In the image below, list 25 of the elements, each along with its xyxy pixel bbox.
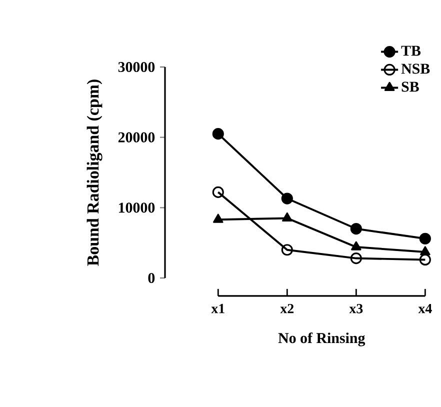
x-tick-label: x2 bbox=[280, 304, 294, 314]
y-tick-label: 30000 bbox=[118, 62, 155, 72]
legend-label: NSB bbox=[401, 64, 430, 74]
legend-label: TB bbox=[401, 46, 421, 56]
point bbox=[419, 232, 431, 244]
x-tick-label: x3 bbox=[349, 304, 363, 314]
x-tick-label: x4 bbox=[418, 304, 432, 314]
point bbox=[282, 212, 292, 222]
point bbox=[281, 244, 293, 256]
y-tick-label: 20000 bbox=[118, 132, 155, 142]
point bbox=[419, 254, 431, 266]
x-axis-title: No of Rinsing bbox=[278, 332, 366, 346]
y-tick-label: 10000 bbox=[118, 202, 155, 213]
point bbox=[281, 192, 293, 204]
point bbox=[213, 214, 224, 223]
y-tick-label: 0 bbox=[148, 272, 155, 284]
point bbox=[351, 241, 362, 250]
point bbox=[420, 246, 430, 256]
point bbox=[212, 128, 224, 140]
legend-label: SB bbox=[402, 82, 419, 92]
y-axis-title: Bound Radioligand (cpm) bbox=[86, 80, 102, 266]
point bbox=[212, 186, 224, 198]
x-tick-label: x1 bbox=[211, 304, 224, 314]
point bbox=[350, 252, 362, 264]
point bbox=[350, 222, 362, 235]
